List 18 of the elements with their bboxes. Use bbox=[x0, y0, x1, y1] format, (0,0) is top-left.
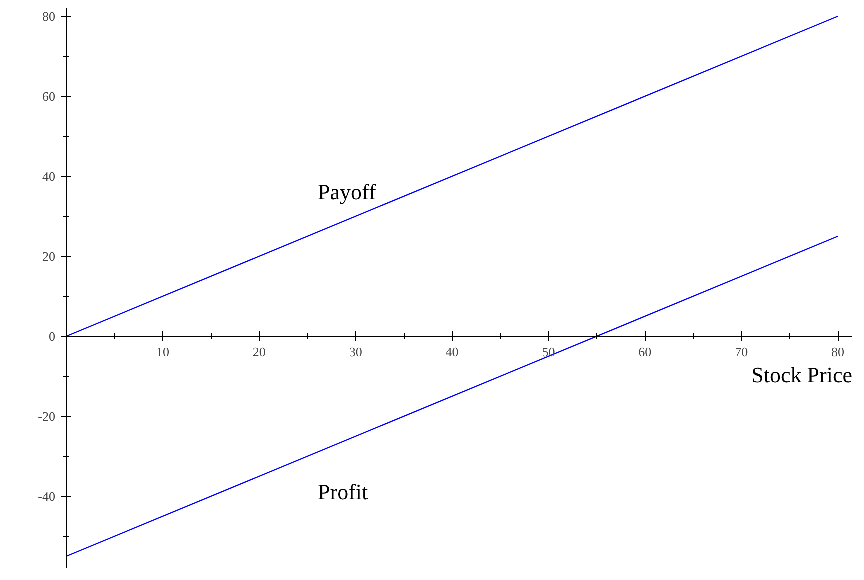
y-tick-label: -20 bbox=[38, 409, 56, 424]
x-tick-label: 20 bbox=[252, 344, 266, 360]
x-tick-label: 30 bbox=[349, 344, 362, 360]
x-tick-label: 80 bbox=[832, 344, 845, 360]
x-tick-label: 40 bbox=[446, 344, 459, 360]
x-tick-label: 10 bbox=[156, 344, 170, 360]
y-tick-label: 40 bbox=[42, 169, 56, 184]
x-axis-title: Stock Price bbox=[752, 362, 853, 388]
series-label: Payoff bbox=[318, 180, 377, 205]
y-tick-label: 60 bbox=[42, 89, 56, 104]
x-tick-label: 50 bbox=[542, 344, 556, 360]
x-tick-label: 60 bbox=[638, 344, 652, 360]
y-tick-label: -40 bbox=[38, 489, 56, 504]
y-tick-label: 0 bbox=[49, 329, 56, 344]
y-tick-label: 20 bbox=[42, 249, 56, 264]
x-tick-label: 70 bbox=[735, 344, 748, 360]
y-tick-label: 80 bbox=[42, 9, 56, 24]
series-label: Profit bbox=[318, 480, 368, 505]
